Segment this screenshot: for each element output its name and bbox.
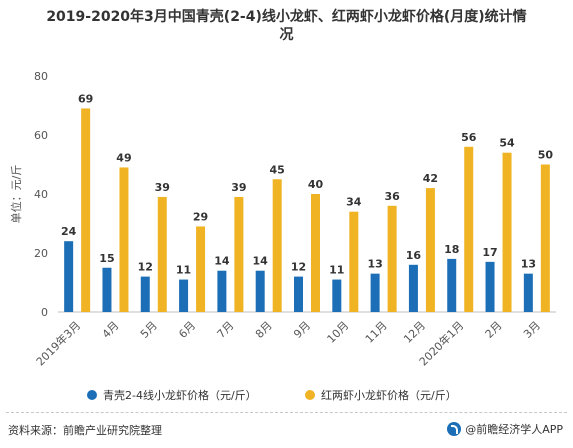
x-tick-label: 2019年3月 bbox=[33, 318, 83, 368]
y-tick-label: 40 bbox=[34, 188, 48, 201]
data-label-qingke: 13 bbox=[521, 258, 536, 271]
bar-qingke bbox=[408, 264, 418, 312]
y-axis-label: 单位：元/斤 bbox=[9, 165, 23, 224]
chart-title-line-1: 2019-2020年3月中国青壳(2-4)线小龙虾、红两虾小龙虾价格(月度)统计… bbox=[46, 9, 527, 25]
data-label-hongliang: 39 bbox=[155, 181, 170, 194]
y-tick-label: 20 bbox=[34, 247, 48, 260]
bar-chart: 单位：元/斤 0 20 40 60 80 24 69 2019年3月 15 49 4月 12 39 5月 11… bbox=[9, 70, 556, 402]
bar-hongliang bbox=[311, 194, 320, 312]
bar-hongliang bbox=[81, 108, 91, 312]
footer-divider bbox=[6, 412, 567, 413]
data-label-hongliang: 36 bbox=[384, 190, 400, 203]
bar-hongliang bbox=[234, 196, 244, 312]
brand-name: @前瞻经济学人APP bbox=[465, 423, 563, 436]
bar-qingke bbox=[140, 276, 150, 312]
data-label-qingke: 11 bbox=[329, 264, 344, 277]
data-label-qingke: 14 bbox=[214, 255, 230, 268]
bar-hongliang bbox=[464, 146, 474, 312]
bar-hongliang bbox=[425, 188, 435, 312]
bar-qingke bbox=[523, 273, 533, 312]
bar-qingke bbox=[485, 261, 495, 312]
source-note: 资料来源：前瞻产业研究院整理 bbox=[8, 424, 162, 437]
x-tick-label: 7月 bbox=[215, 319, 237, 341]
x-tick-label: 8月 bbox=[253, 319, 275, 341]
x-tick-label: 6月 bbox=[176, 319, 198, 341]
bar-hongliang bbox=[387, 205, 397, 312]
brand-logo-icon bbox=[447, 422, 462, 436]
data-label-hongliang: 45 bbox=[270, 163, 285, 176]
legend-label-hongliang: 红两虾小龙虾价格（元/斤） bbox=[321, 388, 457, 402]
x-tick-label: 3月 bbox=[521, 319, 543, 341]
legend-label-qingke: 青壳2-4线小龙虾价格（元/斤） bbox=[103, 388, 257, 402]
chart-title: 2019-2020年3月中国青壳(2-4)线小龙虾、红两虾小龙虾价格(月度)统计… bbox=[0, 8, 573, 44]
x-tick-label: 10月 bbox=[325, 319, 352, 346]
x-tick-label: 11月 bbox=[363, 319, 390, 346]
x-tick-label: 9月 bbox=[291, 319, 313, 341]
y-tick-label: 60 bbox=[34, 129, 48, 142]
data-label-hongliang: 40 bbox=[308, 178, 324, 191]
bar-hongliang bbox=[502, 152, 512, 312]
bar-qingke bbox=[179, 279, 189, 312]
data-label-qingke: 17 bbox=[482, 246, 497, 259]
bar-hongliang bbox=[540, 164, 550, 312]
data-label-hongliang: 42 bbox=[423, 172, 438, 185]
data-label-hongliang: 50 bbox=[538, 149, 554, 162]
data-label-qingke: 15 bbox=[99, 252, 114, 265]
bar-hongliang bbox=[196, 226, 206, 312]
y-tick-label: 80 bbox=[34, 70, 48, 83]
bar-qingke bbox=[370, 273, 380, 312]
x-tick-label: 2月 bbox=[483, 319, 505, 341]
x-tick-label: 4月 bbox=[100, 319, 122, 341]
bar-hongliang bbox=[119, 167, 129, 312]
y-tick-label: 0 bbox=[41, 306, 48, 319]
data-label-hongliang: 39 bbox=[231, 181, 246, 194]
bar-qingke bbox=[294, 276, 303, 312]
bar-qingke bbox=[332, 279, 342, 312]
data-label-qingke: 12 bbox=[138, 261, 153, 274]
data-label-hongliang: 56 bbox=[461, 131, 477, 144]
data-label-qingke: 13 bbox=[367, 258, 382, 271]
data-label-qingke: 24 bbox=[61, 225, 77, 238]
data-label-hongliang: 54 bbox=[499, 137, 515, 150]
brand-badge: @前瞻经济学人APP bbox=[447, 421, 563, 437]
chart-title-line-2: 况 bbox=[279, 27, 294, 43]
bar-hongliang bbox=[349, 211, 359, 312]
data-label-hongliang: 34 bbox=[346, 196, 362, 209]
data-label-hongliang: 69 bbox=[78, 92, 93, 105]
data-label-qingke: 12 bbox=[291, 261, 306, 274]
data-label-qingke: 14 bbox=[253, 255, 269, 268]
x-tick-label: 12月 bbox=[401, 319, 428, 346]
legend-marker-qingke bbox=[87, 390, 97, 400]
bar-qingke bbox=[255, 270, 265, 312]
data-label-hongliang: 29 bbox=[193, 210, 208, 223]
data-label-hongliang: 49 bbox=[116, 151, 131, 164]
bar-qingke bbox=[102, 267, 112, 312]
bar-qingke bbox=[64, 241, 74, 312]
legend-marker-hongliang bbox=[305, 390, 315, 400]
data-label-qingke: 11 bbox=[176, 264, 191, 277]
bar-hongliang bbox=[272, 179, 282, 312]
bar-hongliang bbox=[157, 196, 167, 312]
bar-qingke bbox=[447, 258, 457, 312]
x-tick-label: 5月 bbox=[138, 319, 160, 341]
data-label-qingke: 16 bbox=[406, 249, 422, 262]
bar-qingke bbox=[217, 270, 227, 312]
data-label-qingke: 18 bbox=[444, 243, 459, 256]
